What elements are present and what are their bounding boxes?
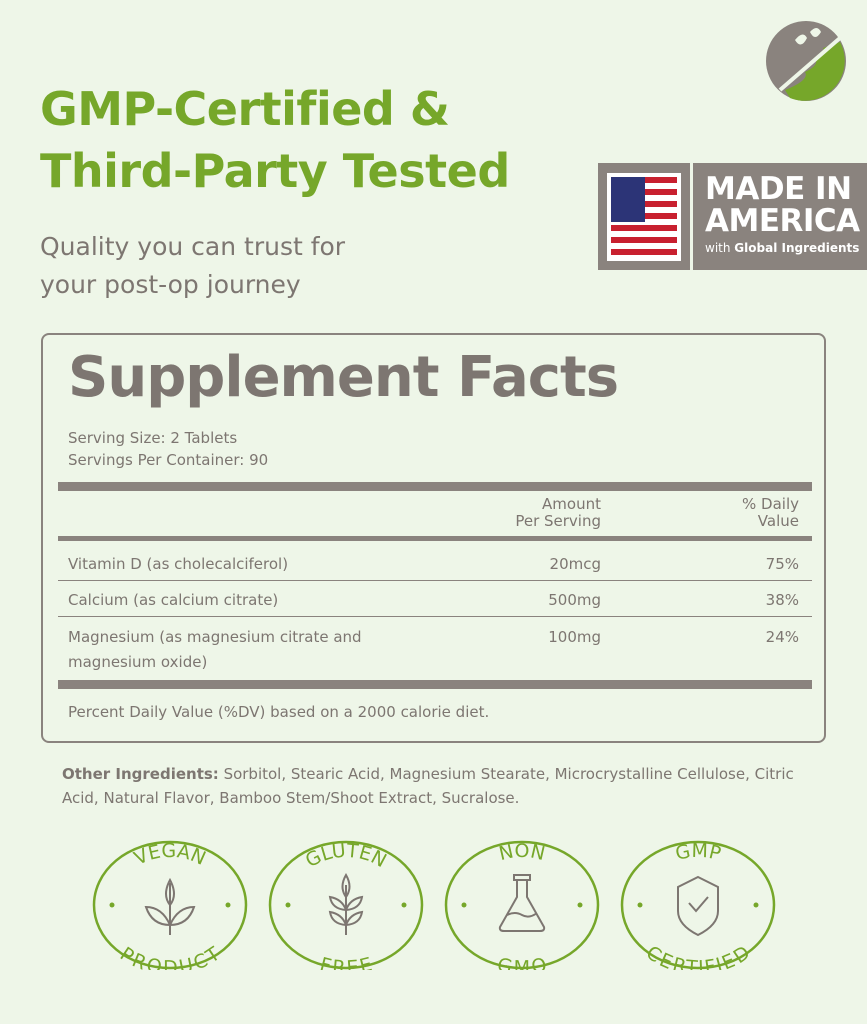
headline-line-2: Third-Party Tested: [40, 144, 510, 198]
made-in-line-2: AMERICA: [705, 203, 860, 239]
serving-size: Serving Size: 2 Tablets: [68, 429, 238, 447]
badge-non: NON GMO: [444, 840, 600, 970]
brand-logo: [766, 21, 846, 101]
badge-top-text: VEGAN: [131, 840, 209, 870]
made-in-text: MADE IN AMERICA with Global Ingredients: [693, 163, 867, 270]
shield-check-icon: [677, 875, 719, 937]
global-text: Global Ingredients: [734, 241, 860, 255]
headline-line-1: GMP-Certified &: [40, 82, 450, 136]
badge-top-text: NON: [497, 840, 547, 865]
other-text: Sorbitol, Stearic Acid, Magnesium Steara…: [62, 765, 794, 807]
subtitle: Quality you can trust for your post-op jo…: [40, 228, 345, 304]
badge-bottom-text: GMO: [495, 953, 548, 970]
with-text: with: [705, 241, 731, 255]
flag-frame: [598, 163, 690, 270]
supplement-facts-panel: Supplement Facts Serving Size: 2 Tablets…: [41, 333, 826, 743]
badge-bottom-text: CERTIFIED: [642, 941, 754, 970]
other-label: Other Ingredients:: [62, 765, 219, 783]
servings-per-container: Servings Per Container: 90: [68, 451, 269, 469]
footnote: Percent Daily Value (%DV) based on a 200…: [68, 703, 490, 721]
row-divider: [58, 616, 812, 617]
subtitle-line-1: Quality you can trust for: [40, 232, 346, 261]
badge-vegan: VEGAN PRODUCT: [92, 840, 248, 970]
leaf-sprout-icon: [144, 877, 196, 935]
amount-header: Amount Per Serving: [515, 495, 601, 530]
badge-top-text: GLUTEN: [302, 840, 390, 872]
thick-divider: [58, 482, 812, 491]
serving-info: Serving Size: 2 Tablets Servings Per Cont…: [68, 427, 268, 471]
global-ingredients: with Global Ingredients: [705, 241, 867, 255]
made-in-america-badge: MADE IN AMERICA with Global Ingredients: [598, 163, 867, 270]
medium-divider: [58, 536, 812, 541]
wheat-icon: [328, 873, 364, 935]
row-divider: [58, 580, 812, 581]
subtitle-line-2: your post-op journey: [40, 270, 301, 299]
badge-top-text: GMP: [673, 840, 723, 865]
badge-gluten: GLUTEN FREE: [268, 840, 424, 970]
headline: GMP-Certified & Third-Party Tested: [40, 78, 510, 202]
flask-icon: [498, 874, 546, 932]
badge-gmp: GMP CERTIFIED: [620, 840, 776, 970]
badge-bottom-text: PRODUCT: [116, 942, 224, 970]
us-flag-icon: [607, 172, 681, 261]
other-ingredients: Other Ingredients: Sorbitol, Stearic Aci…: [62, 762, 822, 810]
facts-title: Supplement Facts: [68, 345, 619, 410]
thick-divider: [58, 680, 812, 689]
made-in-line-1: MADE IN: [705, 171, 852, 207]
dv-header: % Daily Value: [742, 495, 799, 530]
